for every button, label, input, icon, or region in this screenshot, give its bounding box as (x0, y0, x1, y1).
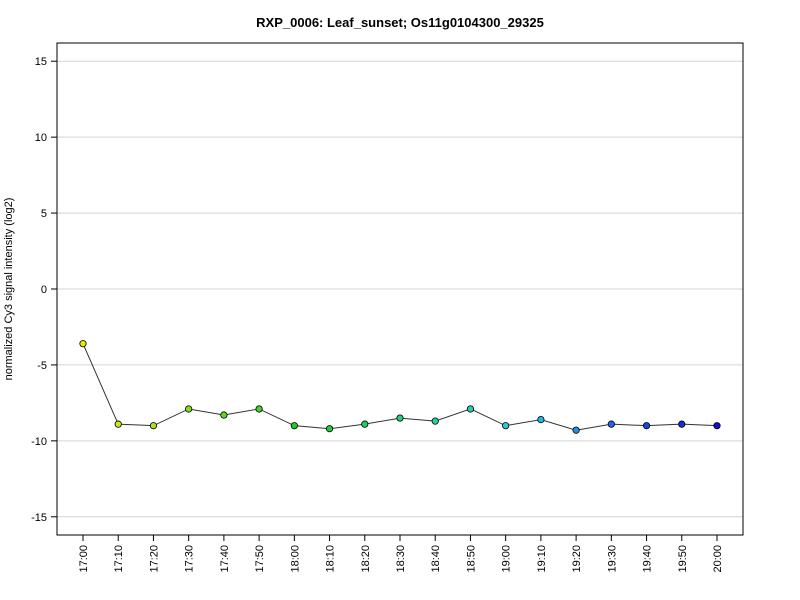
x-tick-label: 17:40 (219, 545, 231, 573)
data-point (220, 411, 228, 419)
x-tick-label: 17:30 (184, 545, 196, 573)
y-tick-label: -10 (31, 436, 47, 448)
y-tick-label: 10 (35, 132, 47, 144)
data-point (396, 414, 404, 422)
data-point (149, 422, 158, 430)
data-point (290, 422, 298, 430)
y-tick-label: -15 (31, 512, 47, 524)
series (79, 340, 721, 434)
data-point (642, 422, 651, 430)
data-point (502, 422, 510, 430)
data-point (79, 340, 87, 348)
y-axis: -15 -10 -5 0 5 10 15 (31, 56, 57, 524)
y-tick-label: 5 (41, 208, 47, 220)
y-tick-label: 15 (35, 56, 47, 68)
data-point (361, 420, 369, 428)
data-point (185, 405, 193, 413)
y-tick-label: -5 (37, 360, 47, 372)
data-point (678, 420, 686, 428)
x-tick-label: 19:40 (642, 545, 654, 573)
data-point (713, 422, 721, 430)
y-axis-label: normalized Cy3 signal intensity (log2) (3, 198, 15, 381)
x-tick-label: 17:00 (78, 545, 90, 573)
x-tick-label: 18:10 (325, 545, 337, 573)
x-axis: 17:00 17:10 17:20 17:30 17:40 17:50 18:00 18:10… (78, 535, 724, 573)
data-point (537, 415, 545, 424)
data-point (325, 425, 334, 433)
x-tick-label: 19:50 (677, 545, 689, 573)
data-point (114, 420, 122, 428)
x-tick-label: 18:50 (465, 545, 477, 573)
data-point (255, 405, 263, 413)
data-point (466, 405, 475, 413)
x-tick-label: 19:20 (571, 545, 583, 573)
x-tick-label: 17:50 (254, 545, 266, 573)
chart-title: RXP_0006: Leaf_sunset; Os11g0104300_2932… (256, 15, 544, 30)
x-tick-label: 20:00 (712, 545, 724, 573)
data-point (572, 426, 580, 434)
data-point (607, 420, 615, 428)
x-tick-label: 18:20 (360, 545, 372, 573)
x-tick-label: 17:10 (113, 545, 125, 573)
x-tick-label: 19:10 (536, 545, 548, 573)
x-tick-label: 17:20 (148, 545, 160, 573)
x-tick-label: 19:00 (501, 545, 513, 573)
x-tick-label: 18:00 (289, 545, 301, 573)
y-tick-label: 0 (41, 284, 47, 296)
x-tick-label: 18:30 (395, 545, 407, 573)
x-tick-label: 18:40 (430, 545, 442, 573)
grid-lines (57, 60, 743, 518)
data-point (431, 417, 439, 425)
x-tick-label: 19:30 (606, 545, 618, 573)
